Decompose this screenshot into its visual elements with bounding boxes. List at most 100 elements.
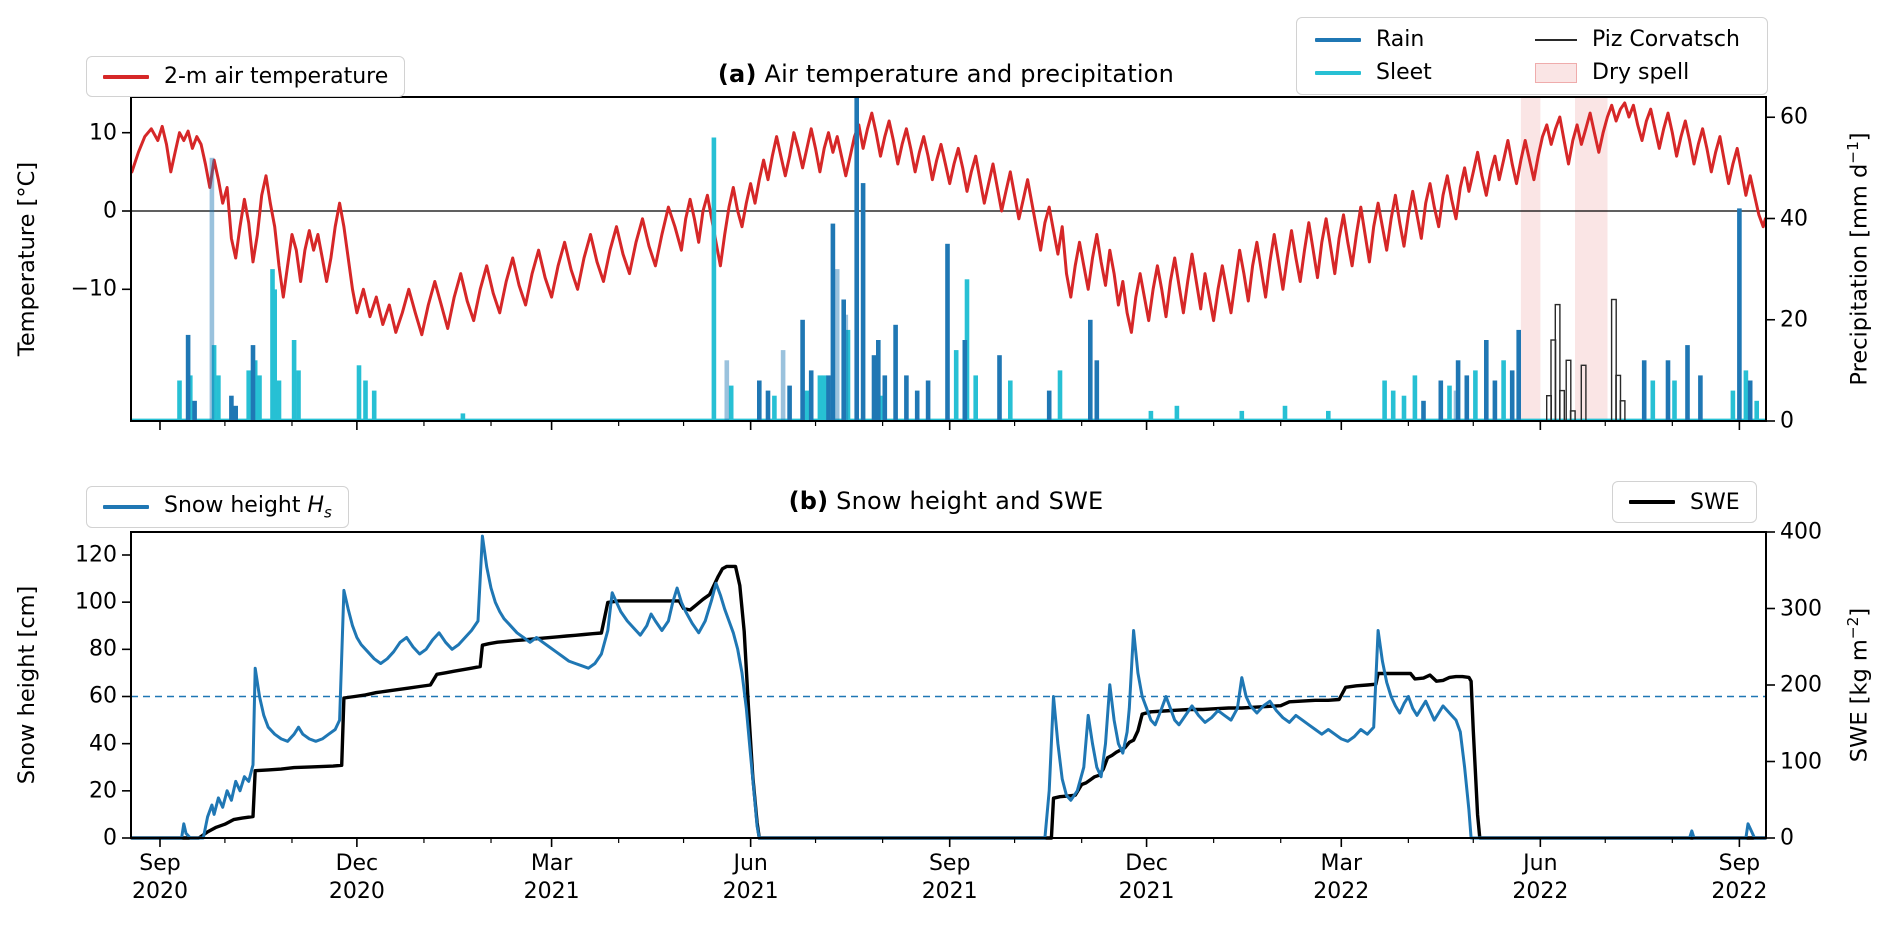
piz-corvatsch-line-swatch (1535, 38, 1577, 41)
swe-tick-label: 200 (1780, 672, 1822, 698)
sleet-bar (1174, 405, 1180, 421)
rain-bar (826, 375, 831, 421)
sleet-bar (1401, 395, 1407, 421)
sleet-bar (817, 375, 823, 421)
legend-air-temperature: 2-m air temperature (86, 56, 406, 97)
rain-bar (229, 395, 234, 421)
sleet-bar (177, 380, 182, 421)
sleet-bar (1672, 380, 1677, 421)
sleet-bar (711, 137, 717, 421)
snow-height-tick-label: 40 (89, 731, 117, 757)
legend-rain-label: Rain (1376, 27, 1425, 52)
snow-height-tick-label: 0 (103, 825, 117, 851)
rain-bar (233, 405, 238, 421)
sleet-bar (371, 390, 377, 421)
sleet-bar (845, 329, 851, 421)
rain-bar (1509, 370, 1515, 421)
rain-bar (945, 243, 950, 421)
sleet-bar (1473, 370, 1478, 421)
rain-bar (808, 370, 814, 421)
rain-overlap-bar (724, 360, 730, 422)
sleet-bar (1390, 390, 1396, 421)
rain-bar (997, 355, 1002, 421)
swe-tick-label: 400 (1780, 519, 1822, 545)
sleet-bar (1057, 370, 1063, 421)
panel-b-title-text: Snow height and SWE (828, 487, 1104, 515)
rain-bar (925, 380, 931, 421)
sleet-bar (1148, 410, 1154, 421)
sleet-bar (291, 340, 297, 421)
x-tick-label: Mar 2022 (1313, 851, 1370, 904)
sleet-bar (460, 413, 466, 421)
rain-bar (1641, 360, 1647, 422)
sleet-bar (1008, 380, 1013, 421)
temperature-tick-label: 0 (103, 198, 117, 224)
rain-bar (1747, 380, 1753, 421)
rain-bar (914, 390, 920, 421)
sleet-bar (272, 289, 277, 421)
precipitation-tick-label: 0 (1780, 408, 1794, 434)
snow-height-tick-label: 80 (89, 636, 117, 662)
sleet-bar (257, 375, 262, 421)
rain-overlap-bar (780, 350, 786, 421)
rain-bar (1665, 360, 1671, 422)
panel-b-title-tag: (b) (788, 487, 829, 515)
sleet-bar (1501, 360, 1506, 422)
rain-bar (1046, 390, 1052, 421)
legend-item-sleet: Sleet (1315, 60, 1535, 85)
sleet-bar (1754, 400, 1759, 422)
rain-bar (1455, 360, 1461, 422)
sleet-line-swatch (1315, 70, 1361, 75)
precipitation-tick-label: 60 (1780, 104, 1808, 130)
swe-line (130, 564, 1768, 840)
x-tick-label: Sep 2021 (921, 851, 978, 904)
snow-height-tick-label: 120 (75, 542, 117, 568)
snow-height-tick-label: 20 (89, 778, 117, 804)
rain-bar (1698, 375, 1703, 421)
snow-height-line-swatch (103, 505, 149, 509)
rain-bar (1516, 329, 1521, 421)
swe-line-swatch (1629, 500, 1675, 504)
rain-bar (1438, 380, 1444, 421)
panel-b-frame (130, 531, 1767, 839)
sleet-bar (1730, 390, 1736, 421)
legend-item-dry-spell: Dry spell (1535, 60, 1749, 85)
legend-snow-height: Snow height Hs (86, 486, 349, 528)
rain-bar (192, 400, 197, 422)
x-tick-label: Mar 2021 (523, 851, 580, 904)
panel-a-title-text: Air temperature and precipitation (756, 60, 1175, 88)
rain-bar (1088, 319, 1093, 422)
rain-bar (1492, 380, 1498, 421)
legend-dry-spell-label: Dry spell (1592, 60, 1690, 85)
legend-air-temperature-label: 2-m air temperature (164, 64, 389, 89)
x-tick-label: Dec 2020 (328, 851, 385, 904)
swe-tick-label: 100 (1780, 749, 1822, 774)
snow-height-tick-label: 60 (89, 683, 117, 709)
rain-bar (765, 390, 771, 421)
rain-bar (854, 97, 859, 421)
snow-height-line (130, 534, 1767, 840)
sleet-bar (953, 350, 959, 421)
legend-precipitation: Rain Sleet Piz Corvatsch Dry spell (1296, 17, 1768, 95)
dry-spell-band (1575, 97, 1608, 421)
swe-tick-label: 300 (1780, 596, 1822, 621)
sleet-bar (1412, 375, 1418, 421)
legend-item-rain: Rain (1315, 27, 1535, 52)
swe-tick-label: 0 (1780, 825, 1794, 851)
sleet-bar (973, 375, 978, 421)
x-tick-label: Sep 2022 (1711, 851, 1768, 904)
precipitation-tick-label: 40 (1780, 206, 1808, 231)
sleet-bar (276, 380, 282, 421)
rain-bar (1685, 345, 1690, 421)
panel-a-title-tag: (a) (717, 60, 757, 88)
temperature-tick-label: 10 (89, 120, 117, 146)
sleet-bar (1239, 410, 1245, 421)
piz-corvatsch-bar (1619, 400, 1626, 422)
x-tick-label: Jun 2022 (1512, 851, 1569, 904)
x-tick-label: Dec 2021 (1118, 851, 1175, 904)
x-tick-label: Jun 2021 (722, 851, 779, 904)
rain-bar (757, 380, 762, 421)
sleet-bar (211, 345, 217, 421)
temperature-tick-label: −10 (70, 276, 117, 302)
panel-a-frame (130, 96, 1767, 422)
